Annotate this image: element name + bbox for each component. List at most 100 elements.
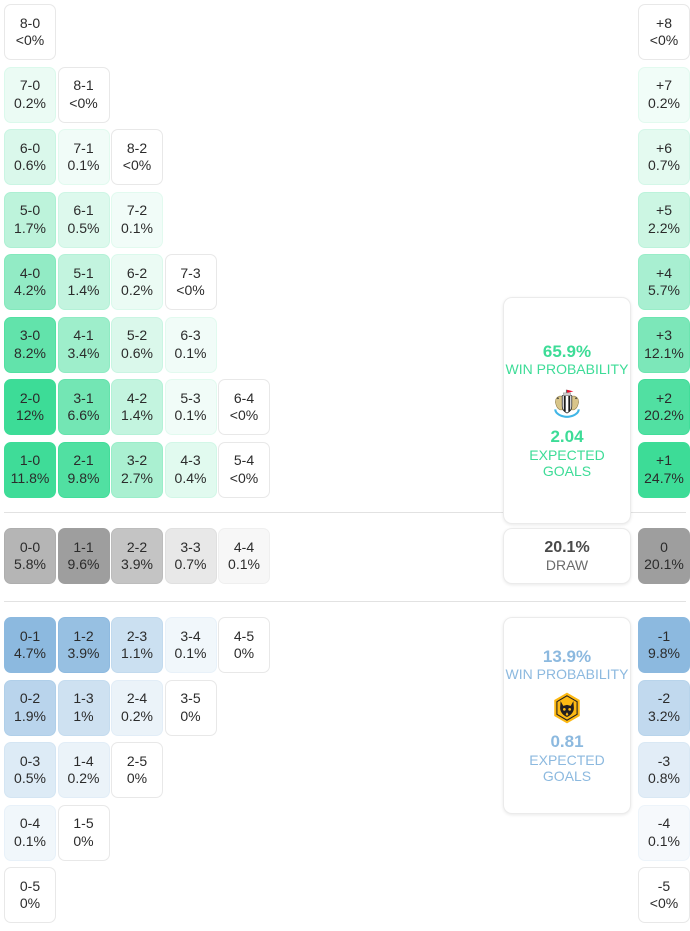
score-cell[interactable]: 1-2 3.9%: [57, 617, 110, 673]
score-cell[interactable]: 7-0 0.2%: [4, 66, 56, 123]
score-cell[interactable]: 4-0 4.2%: [4, 254, 56, 310]
score-cell[interactable]: 5-4 <0%: [218, 441, 270, 498]
score-cell[interactable]: 4-2 1.4%: [111, 379, 163, 435]
score-cell[interactable]: 0-2 1.9%: [4, 679, 56, 736]
margin-cell[interactable]: -2 3.2%: [638, 679, 690, 736]
margin-cell[interactable]: +1 24.7%: [638, 441, 690, 498]
margin-cell[interactable]: +3 12.1%: [638, 316, 690, 373]
score-cell[interactable]: 8-0 <0%: [4, 4, 56, 60]
score-cell-scoreline: 5-0: [19, 202, 41, 218]
score-cell[interactable]: 1-3 1%: [57, 679, 110, 736]
score-cell[interactable]: 8-2 <0%: [111, 129, 163, 185]
margin-cell-label: +6: [656, 139, 672, 156]
score-cell[interactable]: 6-4 <0%: [218, 379, 270, 435]
score-cell[interactable]: 6-2 0.2%: [111, 254, 163, 310]
home-team-summary-card[interactable]: 65.9% WIN PROBABILITY 2.04 EXPECTED GOAL…: [503, 297, 631, 524]
score-cell[interactable]: 6-3 0.1%: [164, 316, 217, 373]
score-cell-scoreline: 5-2: [126, 327, 148, 343]
score-cell-scoreline: 0-0: [19, 538, 41, 555]
margin-cell[interactable]: +6 0.7%: [638, 129, 690, 185]
score-cell[interactable]: 0-5 0%: [4, 867, 56, 923]
margin-cell[interactable]: +2 20.2%: [638, 379, 690, 435]
margin-cell[interactable]: +4 5.7%: [638, 254, 690, 310]
score-cell[interactable]: 3-1 6.6%: [57, 379, 110, 435]
margin-cell[interactable]: +7 0.2%: [638, 66, 690, 123]
score-cell[interactable]: 1-4 0.2%: [57, 742, 110, 798]
score-cell[interactable]: 7-1 0.1%: [57, 129, 110, 185]
score-cell-scoreline: 3-5: [180, 690, 201, 706]
score-cell[interactable]: 7-2 0.1%: [111, 191, 163, 248]
score-cell-percentage: 5.8%: [14, 556, 46, 572]
margin-cell[interactable]: -1 9.8%: [638, 617, 690, 673]
wolverhampton-wanderers-crest: [554, 693, 580, 724]
score-cell[interactable]: 0-3 0.5%: [4, 742, 56, 798]
score-cell[interactable]: 6-0 0.6%: [4, 129, 56, 185]
score-cell[interactable]: 2-4 0.2%: [111, 679, 163, 736]
score-cell-scoreline: 3-1: [73, 389, 94, 406]
score-cell-percentage: <0%: [69, 94, 98, 111]
score-cell-scoreline: 0-1: [19, 627, 41, 644]
margin-cell-label: -4: [657, 815, 671, 831]
score-cell[interactable]: 4-5 0%: [218, 617, 270, 673]
home-expected-goals-label: EXPECTED GOALS: [529, 447, 605, 480]
score-cell-scoreline: 2-2: [126, 538, 148, 555]
score-cell[interactable]: 0-0 5.8%: [4, 528, 56, 584]
score-cell-scoreline: 7-0: [19, 77, 41, 93]
score-cell[interactable]: 3-4 0.1%: [164, 617, 217, 673]
score-cell-scoreline: 0-3: [19, 752, 41, 769]
score-cell-percentage: 12%: [15, 407, 45, 423]
score-cell[interactable]: 2-2 3.9%: [111, 528, 163, 584]
margin-cell-label: +3: [656, 327, 672, 343]
score-cell-percentage: 0%: [233, 645, 255, 661]
score-cell[interactable]: 4-3 0.4%: [164, 441, 217, 498]
score-cell-percentage: 0.1%: [228, 556, 260, 572]
margin-cell[interactable]: -5 <0%: [638, 867, 690, 923]
margin-cell-percentage: <0%: [649, 895, 679, 911]
score-cell[interactable]: 2-3 1.1%: [111, 617, 163, 673]
margin-cell-percentage: 2.2%: [648, 219, 680, 236]
score-cell[interactable]: 0-4 0.1%: [4, 804, 56, 861]
margin-cell[interactable]: 0 20.1%: [638, 528, 690, 584]
score-cell[interactable]: 1-0 11.8%: [4, 441, 56, 498]
score-cell[interactable]: 2-0 12%: [4, 379, 56, 435]
score-cell[interactable]: 2-1 9.8%: [57, 441, 110, 498]
score-cell[interactable]: 3-2 2.7%: [111, 441, 163, 498]
draw-summary-card[interactable]: 20.1% DRAW: [503, 528, 631, 584]
score-cell-scoreline: 3-0: [19, 327, 41, 343]
score-cell-percentage: 0.1%: [67, 157, 100, 173]
score-cell-scoreline: 1-4: [73, 752, 94, 769]
score-cell[interactable]: 3-5 0%: [164, 679, 217, 736]
score-cell[interactable]: 0-1 4.7%: [4, 617, 56, 673]
score-cell[interactable]: 3-3 0.7%: [164, 528, 217, 584]
score-cell[interactable]: 5-3 0.1%: [164, 379, 217, 435]
margin-cell[interactable]: +5 2.2%: [638, 191, 690, 248]
margin-cell[interactable]: +8 <0%: [638, 4, 690, 60]
score-cell[interactable]: 7-3 <0%: [164, 254, 217, 310]
score-cell-scoreline: 1-5: [73, 815, 94, 831]
score-cell-percentage: 6.6%: [67, 407, 100, 423]
score-cell[interactable]: 2-5 0%: [111, 742, 163, 798]
score-cell[interactable]: 4-4 0.1%: [218, 528, 270, 584]
score-cell-percentage: 0.2%: [121, 707, 153, 724]
score-cell[interactable]: 5-1 1.4%: [57, 254, 110, 310]
away-team-summary-card[interactable]: 13.9% WIN PROBABILITY 0.81 EXPECTED GOAL…: [503, 617, 631, 814]
score-cell[interactable]: 8-1 <0%: [57, 66, 110, 123]
margin-cell-percentage: 0.2%: [648, 94, 680, 111]
margin-cell-percentage: 5.7%: [648, 282, 680, 298]
margin-cell-label: -5: [657, 877, 671, 894]
margin-cell[interactable]: -4 0.1%: [638, 804, 690, 861]
score-cell-scoreline: 8-0: [19, 14, 41, 31]
score-cell[interactable]: 3-0 8.2%: [4, 316, 56, 373]
score-cell[interactable]: 1-5 0%: [57, 804, 110, 861]
score-cell-percentage: 0.2%: [67, 770, 100, 786]
margin-cell[interactable]: -3 0.8%: [638, 742, 690, 798]
score-cell[interactable]: 1-1 9.6%: [57, 528, 110, 584]
score-cell[interactable]: 4-1 3.4%: [57, 316, 110, 373]
margin-cell-label: -3: [657, 752, 671, 769]
score-cell[interactable]: 5-0 1.7%: [4, 191, 56, 248]
score-cell-scoreline: 8-1: [73, 77, 94, 93]
score-cell[interactable]: 5-2 0.6%: [111, 316, 163, 373]
score-cell[interactable]: 6-1 0.5%: [57, 191, 110, 248]
score-cell-percentage: 0.7%: [174, 556, 207, 572]
